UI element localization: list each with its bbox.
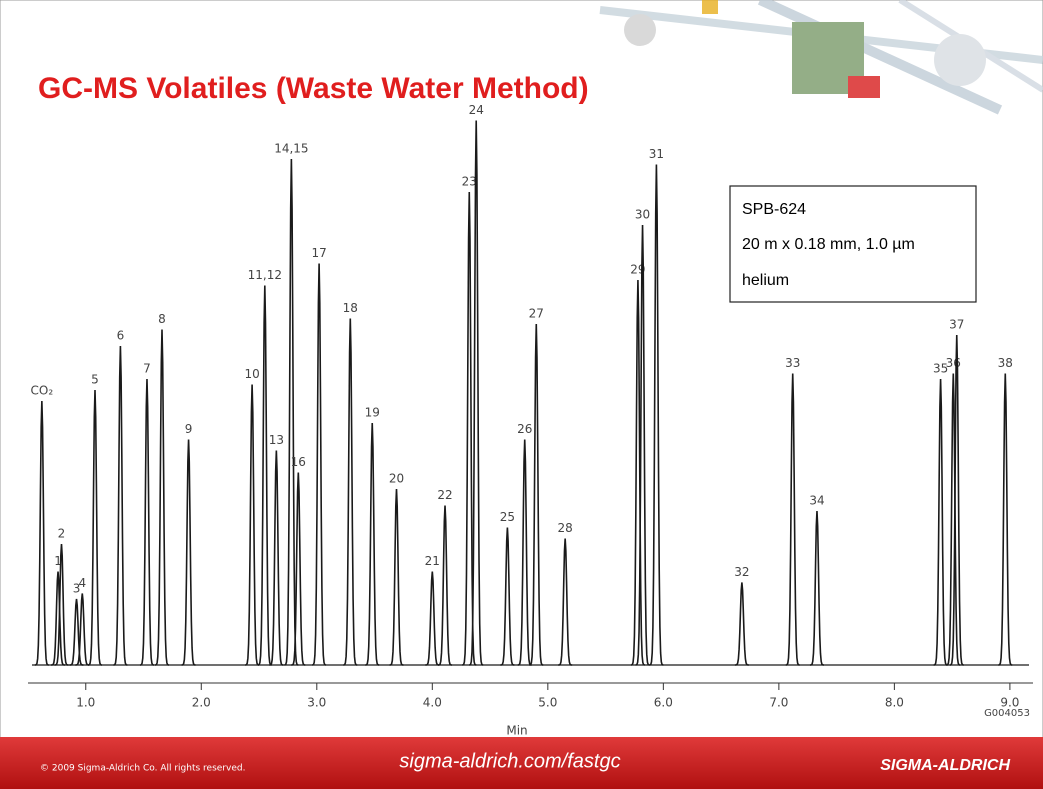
x-tick-label: 1.0	[76, 696, 95, 710]
peak-label: 37	[949, 318, 964, 332]
column-info: helium	[742, 272, 789, 289]
peak-label: 2	[58, 527, 66, 541]
footer-url: sigma-aldrich.com/fastgc	[399, 750, 620, 772]
peak-label: 20	[389, 472, 404, 486]
peak-label: 38	[998, 356, 1013, 370]
peak-label: 7	[143, 362, 151, 376]
x-tick-label: 5.0	[538, 696, 557, 710]
slide-title: GC-MS Volatiles (Waste Water Method)	[38, 72, 589, 105]
peak-label: 21	[425, 554, 440, 568]
copyright: © 2009 Sigma-Aldrich Co. All rights rese…	[40, 764, 245, 774]
brand: SIGMA-ALDRICH	[880, 757, 1010, 774]
x-tick-label: 3.0	[307, 696, 326, 710]
peak-label: 16	[291, 455, 306, 469]
slide: GC-MS Volatiles (Waste Water Method) SPB…	[0, 0, 1043, 789]
x-tick-label: 2.0	[192, 696, 211, 710]
peak-label: 19	[365, 406, 380, 420]
peak-label: CO₂	[31, 384, 54, 398]
peak-label: 8	[158, 312, 166, 326]
peak-label: 13	[269, 433, 284, 447]
peak-label: 14,15	[274, 142, 308, 156]
peak-label: 36	[946, 356, 961, 370]
column-info: SPB-624	[742, 201, 806, 218]
peak-label: 27	[529, 307, 544, 321]
peak-label: 25	[500, 510, 515, 524]
peak-label: 18	[343, 301, 358, 315]
slide-frame	[0, 0, 1043, 789]
peak-label: 30	[635, 208, 650, 222]
peak-label: 10	[244, 367, 259, 381]
peak-label: 22	[437, 488, 452, 502]
x-tick-label: 6.0	[654, 696, 673, 710]
x-axis-label: Min	[506, 724, 527, 738]
peak-label: 5	[91, 373, 99, 387]
peak-label: 11,12	[248, 268, 282, 282]
x-tick-label: 9.0	[1000, 696, 1019, 710]
peak-label: 9	[185, 422, 193, 436]
peak-label: 23	[462, 175, 477, 189]
column-info: 20 m x 0.18 mm, 1.0 µm	[742, 236, 915, 253]
peak-label: 31	[649, 147, 664, 161]
peak-label: 28	[558, 521, 573, 535]
page: GC-MS Volatiles (Waste Water Method) SPB…	[0, 0, 1043, 789]
figure-id: G004053	[984, 708, 1030, 719]
x-tick-label: 4.0	[423, 696, 442, 710]
peak-label: 33	[785, 356, 800, 370]
x-tick-label: 8.0	[885, 696, 904, 710]
x-tick-label: 7.0	[769, 696, 788, 710]
peak-label: 26	[517, 422, 532, 436]
peak-label: 34	[809, 494, 824, 508]
peak-label: 4	[78, 576, 86, 590]
peak-label: 6	[117, 329, 125, 343]
peak-label: 32	[734, 565, 749, 579]
peak-label: 17	[311, 246, 326, 260]
peak-label: 24	[469, 103, 484, 117]
